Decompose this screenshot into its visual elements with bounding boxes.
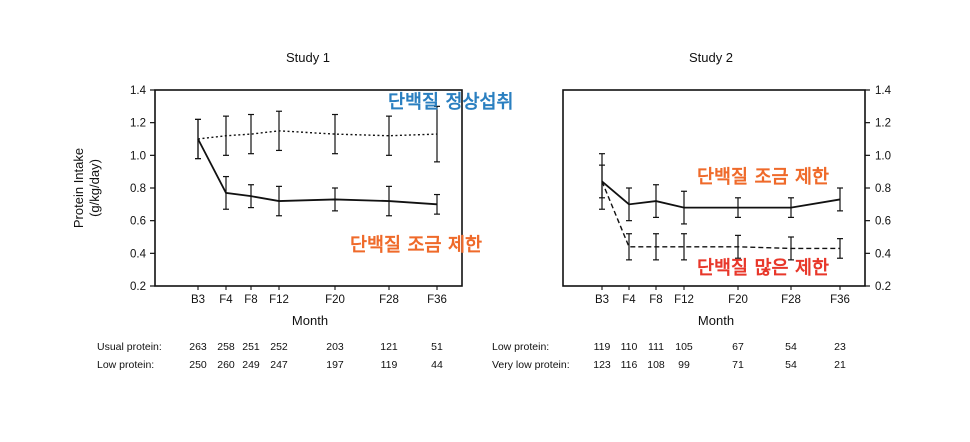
study1-xlabel: Month: [292, 313, 328, 328]
study2-table-cell: 23: [834, 341, 846, 353]
study1-ytick-label: 0.4: [130, 248, 147, 260]
study1-series-2-line: [197, 138, 438, 206]
study2-xtick-label: F8: [649, 294, 662, 306]
study2-ytick-label: 0.2: [875, 281, 891, 293]
study2-table-cell: 108: [647, 359, 665, 371]
study2-table-cell: 54: [785, 341, 797, 353]
study1-table-row-label: Low protein:: [97, 359, 154, 371]
study2-ytick-label: 1.4: [875, 85, 892, 97]
study2-table-cell: 123: [593, 359, 611, 371]
study1-table-cell: 251: [242, 341, 260, 353]
study1-xtick-label: F12: [269, 294, 289, 306]
study1-plot-frame: [154, 89, 463, 287]
study1-table-row-label: Usual protein:: [97, 341, 162, 353]
study2-xtick-label: B3: [595, 294, 609, 306]
study1-series-1-line: [197, 130, 438, 140]
study2-table-cell: 111: [648, 341, 664, 353]
study1-ytick-label: 1.0: [130, 150, 146, 162]
study1-table-cell: 203: [326, 341, 344, 353]
study2-annotation-1: 단백질 조금 제한: [697, 167, 829, 188]
study2-ytick-label: 1.2: [875, 118, 891, 130]
study1-table-cell: 250: [189, 359, 207, 371]
study1-table-cell: 197: [326, 359, 344, 371]
study2-title: Study 2: [689, 50, 733, 65]
study1-ytick-label: 1.4: [130, 85, 147, 97]
study1-annotation-2: 단백질 조금 제한: [350, 235, 482, 256]
study2-table-cell: 105: [675, 341, 693, 353]
study1-table-cell: 44: [431, 359, 443, 371]
study2-series-2-line: [601, 181, 840, 250]
study1-ytick-label: 0.2: [130, 281, 146, 293]
study1-table-cell: 247: [270, 359, 288, 371]
study2-table-cell: 71: [732, 359, 744, 371]
study1-table-cell: 249: [242, 359, 260, 371]
study1-table-cell: 121: [380, 341, 398, 353]
study1-table-cell: 252: [270, 341, 288, 353]
study1-table-cell: 258: [217, 341, 235, 353]
study2-xlabel: Month: [698, 313, 734, 328]
study2-xtick-label: F28: [781, 294, 801, 306]
study1-xtick-label: B3: [191, 294, 205, 306]
study2-table-cell: 110: [621, 341, 638, 353]
study2-plot-frame: [562, 89, 866, 287]
study2-ytick-label: 0.4: [875, 248, 892, 260]
study2-xtick-label: F4: [622, 294, 636, 306]
study2-ytick-label: 1.0: [875, 150, 891, 162]
study1-xtick-label: F4: [219, 294, 233, 306]
study2-table-cell: 21: [834, 359, 846, 371]
study2-table-cell: 54: [785, 359, 797, 371]
study1-xtick-label: F8: [244, 294, 257, 306]
study1-ytick-label: 0.8: [130, 183, 146, 195]
study2-table-cell: 116: [621, 359, 638, 371]
study1-xtick-label: F28: [379, 294, 399, 306]
study1-table-cell: 263: [189, 341, 207, 353]
study1-ytick-label: 1.2: [130, 118, 146, 130]
study2-table-row-label: Low protein:: [492, 341, 549, 353]
study1-ylabel: Protein Intake(g/kg/day): [71, 148, 102, 228]
study1-xtick-label: F20: [325, 294, 345, 306]
study1-table-cell: 119: [381, 359, 398, 371]
study2-annotation-2: 단백질 많은 제한: [697, 258, 829, 279]
study2-table-cell: 99: [678, 359, 690, 371]
study2-table-row-label: Very low protein:: [492, 359, 570, 371]
study2-table-cell: 119: [594, 341, 611, 353]
study2-ytick-label: 0.6: [875, 216, 891, 228]
study1-table-cell: 51: [431, 341, 443, 353]
study2-xtick-label: F12: [674, 294, 694, 306]
study2-ytick-label: 0.8: [875, 183, 891, 195]
study1-table-cell: 260: [217, 359, 235, 371]
study1-xtick-label: F36: [427, 294, 447, 306]
study1-annotation-1: 단백질 정상섭취: [388, 92, 514, 113]
study2-xtick-label: F20: [728, 294, 748, 306]
study1-ytick-label: 0.6: [130, 216, 146, 228]
study2-table-cell: 67: [732, 341, 744, 353]
study1-title: Study 1: [286, 50, 330, 65]
study2-xtick-label: F36: [830, 294, 850, 306]
